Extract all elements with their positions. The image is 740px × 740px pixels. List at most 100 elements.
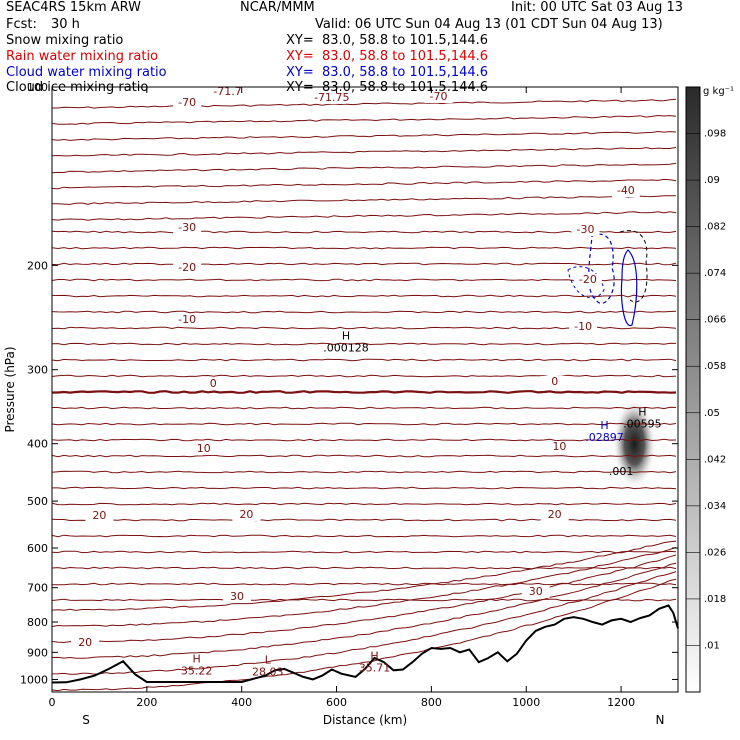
- isotherm-line: [51, 534, 677, 538]
- isotherm-line: [51, 422, 677, 426]
- colorbar-label: .098: [704, 129, 726, 140]
- isotherm-line: [51, 454, 677, 458]
- cloud-water-contour: [588, 233, 615, 304]
- isotherm-line: [51, 571, 677, 675]
- colorbar-label: .01: [704, 640, 720, 651]
- colorbar-label: .058: [704, 361, 726, 372]
- isotherm-line: [52, 390, 677, 394]
- isotherm-line: [51, 540, 677, 611]
- y-tick-label: 600: [27, 542, 48, 555]
- isotherm-label: -40: [617, 184, 635, 197]
- isotherm-label: -20: [178, 261, 196, 274]
- isotherm-line: [51, 582, 677, 586]
- init-time: Init: 00 UTC Sat 03 Aug 13: [511, 0, 684, 15]
- x-tick-label: 1000: [512, 696, 540, 709]
- field-xy: XY= 83.0, 58.8 to 101.5,144.6: [286, 33, 489, 48]
- colorbar: [685, 86, 701, 693]
- x-tick-label: 400: [231, 696, 252, 709]
- isotherm-line: [51, 262, 677, 266]
- isotherm-line: [52, 486, 677, 490]
- isotherm-line: [51, 114, 677, 125]
- colorbar-label: .042: [704, 454, 726, 465]
- y-tick-label: 100: [27, 81, 48, 94]
- extremum-marker: H: [638, 406, 646, 419]
- isotherm-label: 20: [239, 508, 253, 521]
- cloud-ice-shading: [612, 397, 657, 490]
- isotherm-label: 10: [552, 440, 566, 453]
- model-title: SEAC4RS 15km ARW: [6, 0, 142, 15]
- colorbar-label: .074: [704, 268, 726, 279]
- isotherm-label: -71.7: [213, 85, 241, 98]
- isotherm-label: 0: [551, 375, 558, 388]
- isotherm-line: [52, 98, 677, 109]
- isotherm-line: [51, 562, 677, 659]
- y-tick-label: 300: [27, 364, 48, 377]
- isotherm-label: 20: [92, 509, 106, 522]
- x-tick-label: 600: [326, 696, 347, 709]
- colorbar-unit: g kg⁻¹: [703, 86, 734, 97]
- isotherm-line: [51, 374, 677, 378]
- isotherm-line: [51, 294, 677, 298]
- plot-frame: [51, 86, 679, 693]
- isotherm-line: [51, 162, 677, 174]
- isotherm-label: -10: [178, 313, 196, 326]
- y-tick-label: 900: [27, 646, 48, 659]
- org-label: NCAR/MMM: [240, 0, 315, 15]
- isotherm-label: -10: [574, 320, 592, 333]
- field-name: Cloud water mixing ratio: [6, 65, 167, 80]
- snow-contour: [619, 230, 648, 303]
- y-tick-label: 400: [27, 438, 48, 451]
- isotherm-line: [51, 146, 677, 157]
- extremum-marker: H: [600, 419, 608, 432]
- colorbar-label: .066: [704, 315, 726, 326]
- isotherm-label: -30: [178, 221, 196, 234]
- isotherm-label: -20: [579, 273, 597, 286]
- colorbar-label: .026: [704, 547, 726, 558]
- isotherm-line: [51, 470, 677, 474]
- isotherm-line: [51, 278, 677, 282]
- y-axis-title: Pressure (hPa): [3, 346, 17, 432]
- isotherm-label: 0: [210, 377, 217, 390]
- isotherm-line: [51, 178, 677, 190]
- isotherm-line: [51, 246, 677, 250]
- colorbar-label: .018: [704, 594, 726, 605]
- field-name: Snow mixing ratio: [6, 33, 124, 48]
- extremum-marker: H: [342, 329, 350, 342]
- south-label: S: [82, 713, 90, 727]
- isotherm-line: [52, 406, 677, 410]
- isotherm-line: [51, 566, 677, 570]
- isotherm-line: [51, 211, 677, 221]
- extremum-marker: L: [265, 654, 272, 667]
- north-label: N: [656, 713, 665, 727]
- x-tick-label: 1200: [607, 696, 635, 709]
- x-tick-label: 200: [136, 696, 157, 709]
- isotherm-label: 30: [230, 590, 244, 603]
- y-tick-label: 500: [27, 495, 48, 508]
- cloud-water-contour: [620, 249, 638, 326]
- y-tick-label: 1000: [20, 673, 48, 686]
- isotherm-line: [51, 598, 677, 602]
- extremum-marker: H: [193, 652, 201, 665]
- x-tick-label: 0: [49, 696, 56, 709]
- isotherm-line: [51, 550, 677, 554]
- extremum-value: 35.71: [359, 662, 391, 675]
- colorbar-label: .082: [704, 222, 726, 233]
- y-tick-label: 800: [27, 616, 48, 629]
- isotherm-label: 20: [78, 636, 92, 649]
- isotherm-line: [52, 195, 677, 205]
- x-tick-label: 800: [421, 696, 442, 709]
- extremum-value: 35.22: [181, 664, 213, 677]
- valid-time: Valid: 06 UTC Sun 04 Aug 13 (01 CDT Sun …: [315, 17, 663, 32]
- isotherm-line: [51, 546, 677, 627]
- y-tick-label: 700: [27, 582, 48, 595]
- extremum-value: .02897: [585, 431, 624, 444]
- extremum-value: .000128: [323, 341, 369, 354]
- isotherm-label: -30: [577, 223, 595, 236]
- field-xy: XY= 83.0, 58.8 to 101.5,144.6: [286, 65, 489, 80]
- isotherm-line: [51, 342, 677, 346]
- colorbar-label: .034: [704, 501, 726, 512]
- extremum-value: .00595: [623, 418, 662, 431]
- y-tick-label: 200: [27, 259, 48, 272]
- isotherm-label: -71.75: [314, 91, 349, 104]
